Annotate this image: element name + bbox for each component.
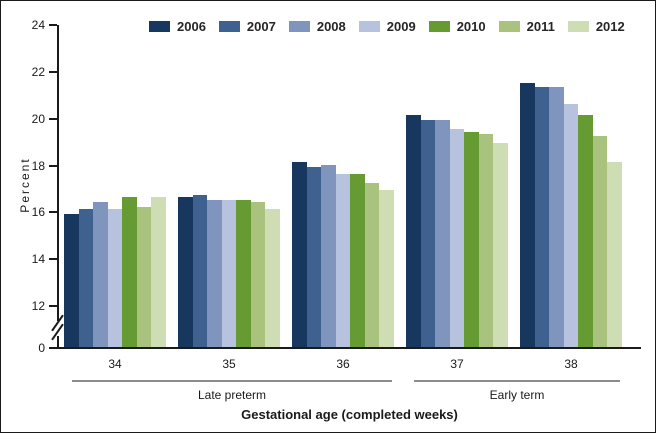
legend-item-2006: 2006 [149,19,206,34]
bar-2007-week34 [78,209,94,347]
legend-item-2008: 2008 [288,19,346,34]
bar-2009-week37 [449,129,465,347]
legend-label: 2011 [526,19,555,34]
legend: 2006 2007 2008 2009 2010 2011 2012 [149,19,625,34]
bar-2007-week35 [192,194,208,347]
y-tick-label: 22 [31,64,45,79]
legend-label: 2006 [177,19,206,34]
bar-group-36 [292,25,395,347]
bar-2006-week37 [406,115,421,347]
group-span-label-early-term: Early term [489,388,545,402]
bar-2012-week34 [151,197,167,347]
legend-item-2010: 2010 [428,19,486,34]
legend-label: 2010 [456,19,486,34]
bar-2008-week36 [321,164,336,347]
legend-swatch-2007 [218,21,240,32]
y-tick-label: 0 [38,341,45,355]
legend-item-2007: 2007 [218,19,276,34]
bar-group-34 [64,25,167,347]
bar-2009-week36 [335,173,351,347]
bar-2011-week36 [364,183,380,347]
bar-2012-week36 [379,190,395,347]
y-tick-label: 12 [31,299,45,313]
legend-item-2011: 2011 [498,19,555,34]
legend-label: 2007 [246,19,276,34]
bar-2011-week35 [250,202,266,347]
y-tick [49,258,57,261]
bar-2010-week38 [578,115,593,347]
group-span-line-late-preterm [72,380,392,382]
group-span-label-late-preterm: Late preterm [197,388,267,402]
category-label-38: 38 [564,357,578,371]
bar-2007-week36 [306,166,322,347]
y-tick [49,70,57,73]
y-tick-label: 14 [31,252,45,267]
y-tick [49,305,57,307]
bar-2012-week35 [265,209,281,347]
y-tick [49,164,57,167]
legend-swatch-2010 [428,21,450,32]
bar-2009-week38 [563,103,579,347]
bar-group-35 [178,25,281,347]
legend-swatch-2009 [358,21,380,32]
bar-2008-week37 [435,120,450,347]
bar-2008-week35 [207,199,222,347]
bar-2010-week35 [236,199,251,347]
y-tick [49,24,57,26]
bar-group-38 [520,25,623,347]
y-tick-label: 16 [31,205,45,220]
bar-2010-week36 [350,173,365,347]
bar-2006-week36 [292,162,307,347]
bar-2008-week38 [549,87,564,347]
y-tick-label: 24 [31,18,45,32]
bar-2011-week38 [592,136,608,347]
axis-break [54,321,62,336]
bar-2012-week37 [493,143,509,347]
y-tick [49,347,57,349]
bar-2011-week37 [478,134,494,347]
category-label-34: 34 [108,357,122,371]
y-tick-label: 18 [31,158,45,173]
bar-2010-week34 [122,197,137,347]
legend-item-2012: 2012 [567,19,625,34]
y-tick [49,211,57,214]
bar-2007-week37 [420,120,436,347]
legend-item-2009: 2009 [358,19,416,34]
y-axis-line [57,25,59,348]
x-axis-title: Gestational age (completed weeks) [241,407,458,422]
category-label-37: 37 [450,357,464,371]
legend-label: 2008 [316,19,346,34]
bar-2009-week34 [107,209,123,347]
group-span-line-early-term [414,380,620,382]
legend-swatch-2011 [498,21,520,32]
bar-group-37 [406,25,509,347]
legend-swatch-2012 [567,21,589,32]
legend-label: 2009 [386,19,416,34]
y-tick [49,117,57,120]
legend-label: 2012 [595,19,625,34]
bar-2006-week38 [520,82,535,347]
bar-2007-week38 [534,87,550,347]
bar-2006-week35 [178,197,193,347]
bar-2009-week35 [221,199,237,347]
bar-2008-week34 [93,202,108,347]
y-tick-label: 20 [31,111,45,126]
bar-2010-week37 [464,131,479,347]
x-axis-baseline [57,347,641,349]
bar-2011-week34 [136,206,152,347]
bar-2012-week38 [607,162,623,347]
legend-swatch-2008 [288,21,310,32]
category-label-36: 36 [336,357,350,371]
category-label-35: 35 [222,357,236,371]
legend-swatch-2006 [149,21,170,32]
bar-2006-week34 [64,213,79,347]
